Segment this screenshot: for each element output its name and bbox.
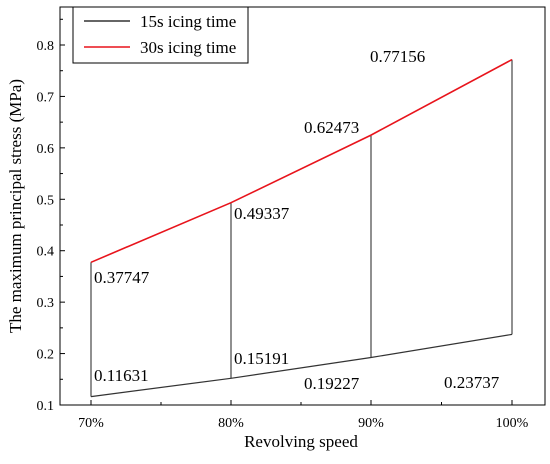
drop-lines bbox=[90, 59, 513, 397]
x-tick-label: 100% bbox=[496, 416, 529, 431]
y-tick-label: 0.3 bbox=[37, 296, 55, 311]
legend-label-15s: 15s icing time bbox=[140, 12, 236, 31]
data-label-15s: 0.19227 bbox=[304, 374, 360, 393]
y-tick-label: 0.5 bbox=[37, 193, 55, 208]
y-tick-label: 0.8 bbox=[37, 39, 55, 54]
data-label-15s: 0.11631 bbox=[94, 366, 149, 385]
data-labels: 0.11631 0.15191 0.19227 0.23737 0.37747 0.493… bbox=[94, 47, 500, 393]
legend: 15s icing time 30s icing time bbox=[72, 6, 249, 64]
data-label-30s: 0.49337 bbox=[234, 204, 290, 223]
data-label-15s: 0.23737 bbox=[444, 373, 500, 392]
data-label-30s: 0.77156 bbox=[370, 47, 425, 66]
data-label-30s: 0.37747 bbox=[94, 268, 150, 287]
legend-label-30s: 30s icing time bbox=[140, 38, 236, 57]
tick-labels: 0.1 0.2 0.3 0.4 0.5 0.6 0.7 0.8 70% 80% 90% 100% bbox=[37, 39, 529, 431]
series-line-15s bbox=[90, 333, 513, 398]
data-label-15s: 0.15191 bbox=[234, 349, 289, 368]
plot-frame bbox=[59, 6, 546, 406]
y-axis-title: The maximum principal stress (MPa) bbox=[6, 79, 25, 333]
y-tick-label: 0.7 bbox=[37, 90, 55, 105]
x-axis-title: Revolving speed bbox=[244, 432, 358, 451]
x-tick-label: 90% bbox=[358, 416, 384, 431]
y-tick-label: 0.4 bbox=[37, 245, 55, 260]
axis-ticks bbox=[60, 18, 513, 406]
x-tick-label: 80% bbox=[218, 416, 244, 431]
y-tick-label: 0.1 bbox=[37, 399, 55, 414]
series-lines bbox=[90, 58, 513, 398]
y-tick-label: 0.2 bbox=[37, 348, 55, 363]
y-tick-label: 0.6 bbox=[37, 142, 55, 157]
series-line-30s bbox=[90, 58, 513, 264]
x-tick-label: 70% bbox=[78, 416, 104, 431]
legend-box bbox=[72, 6, 249, 64]
data-label-30s: 0.62473 bbox=[304, 118, 359, 137]
